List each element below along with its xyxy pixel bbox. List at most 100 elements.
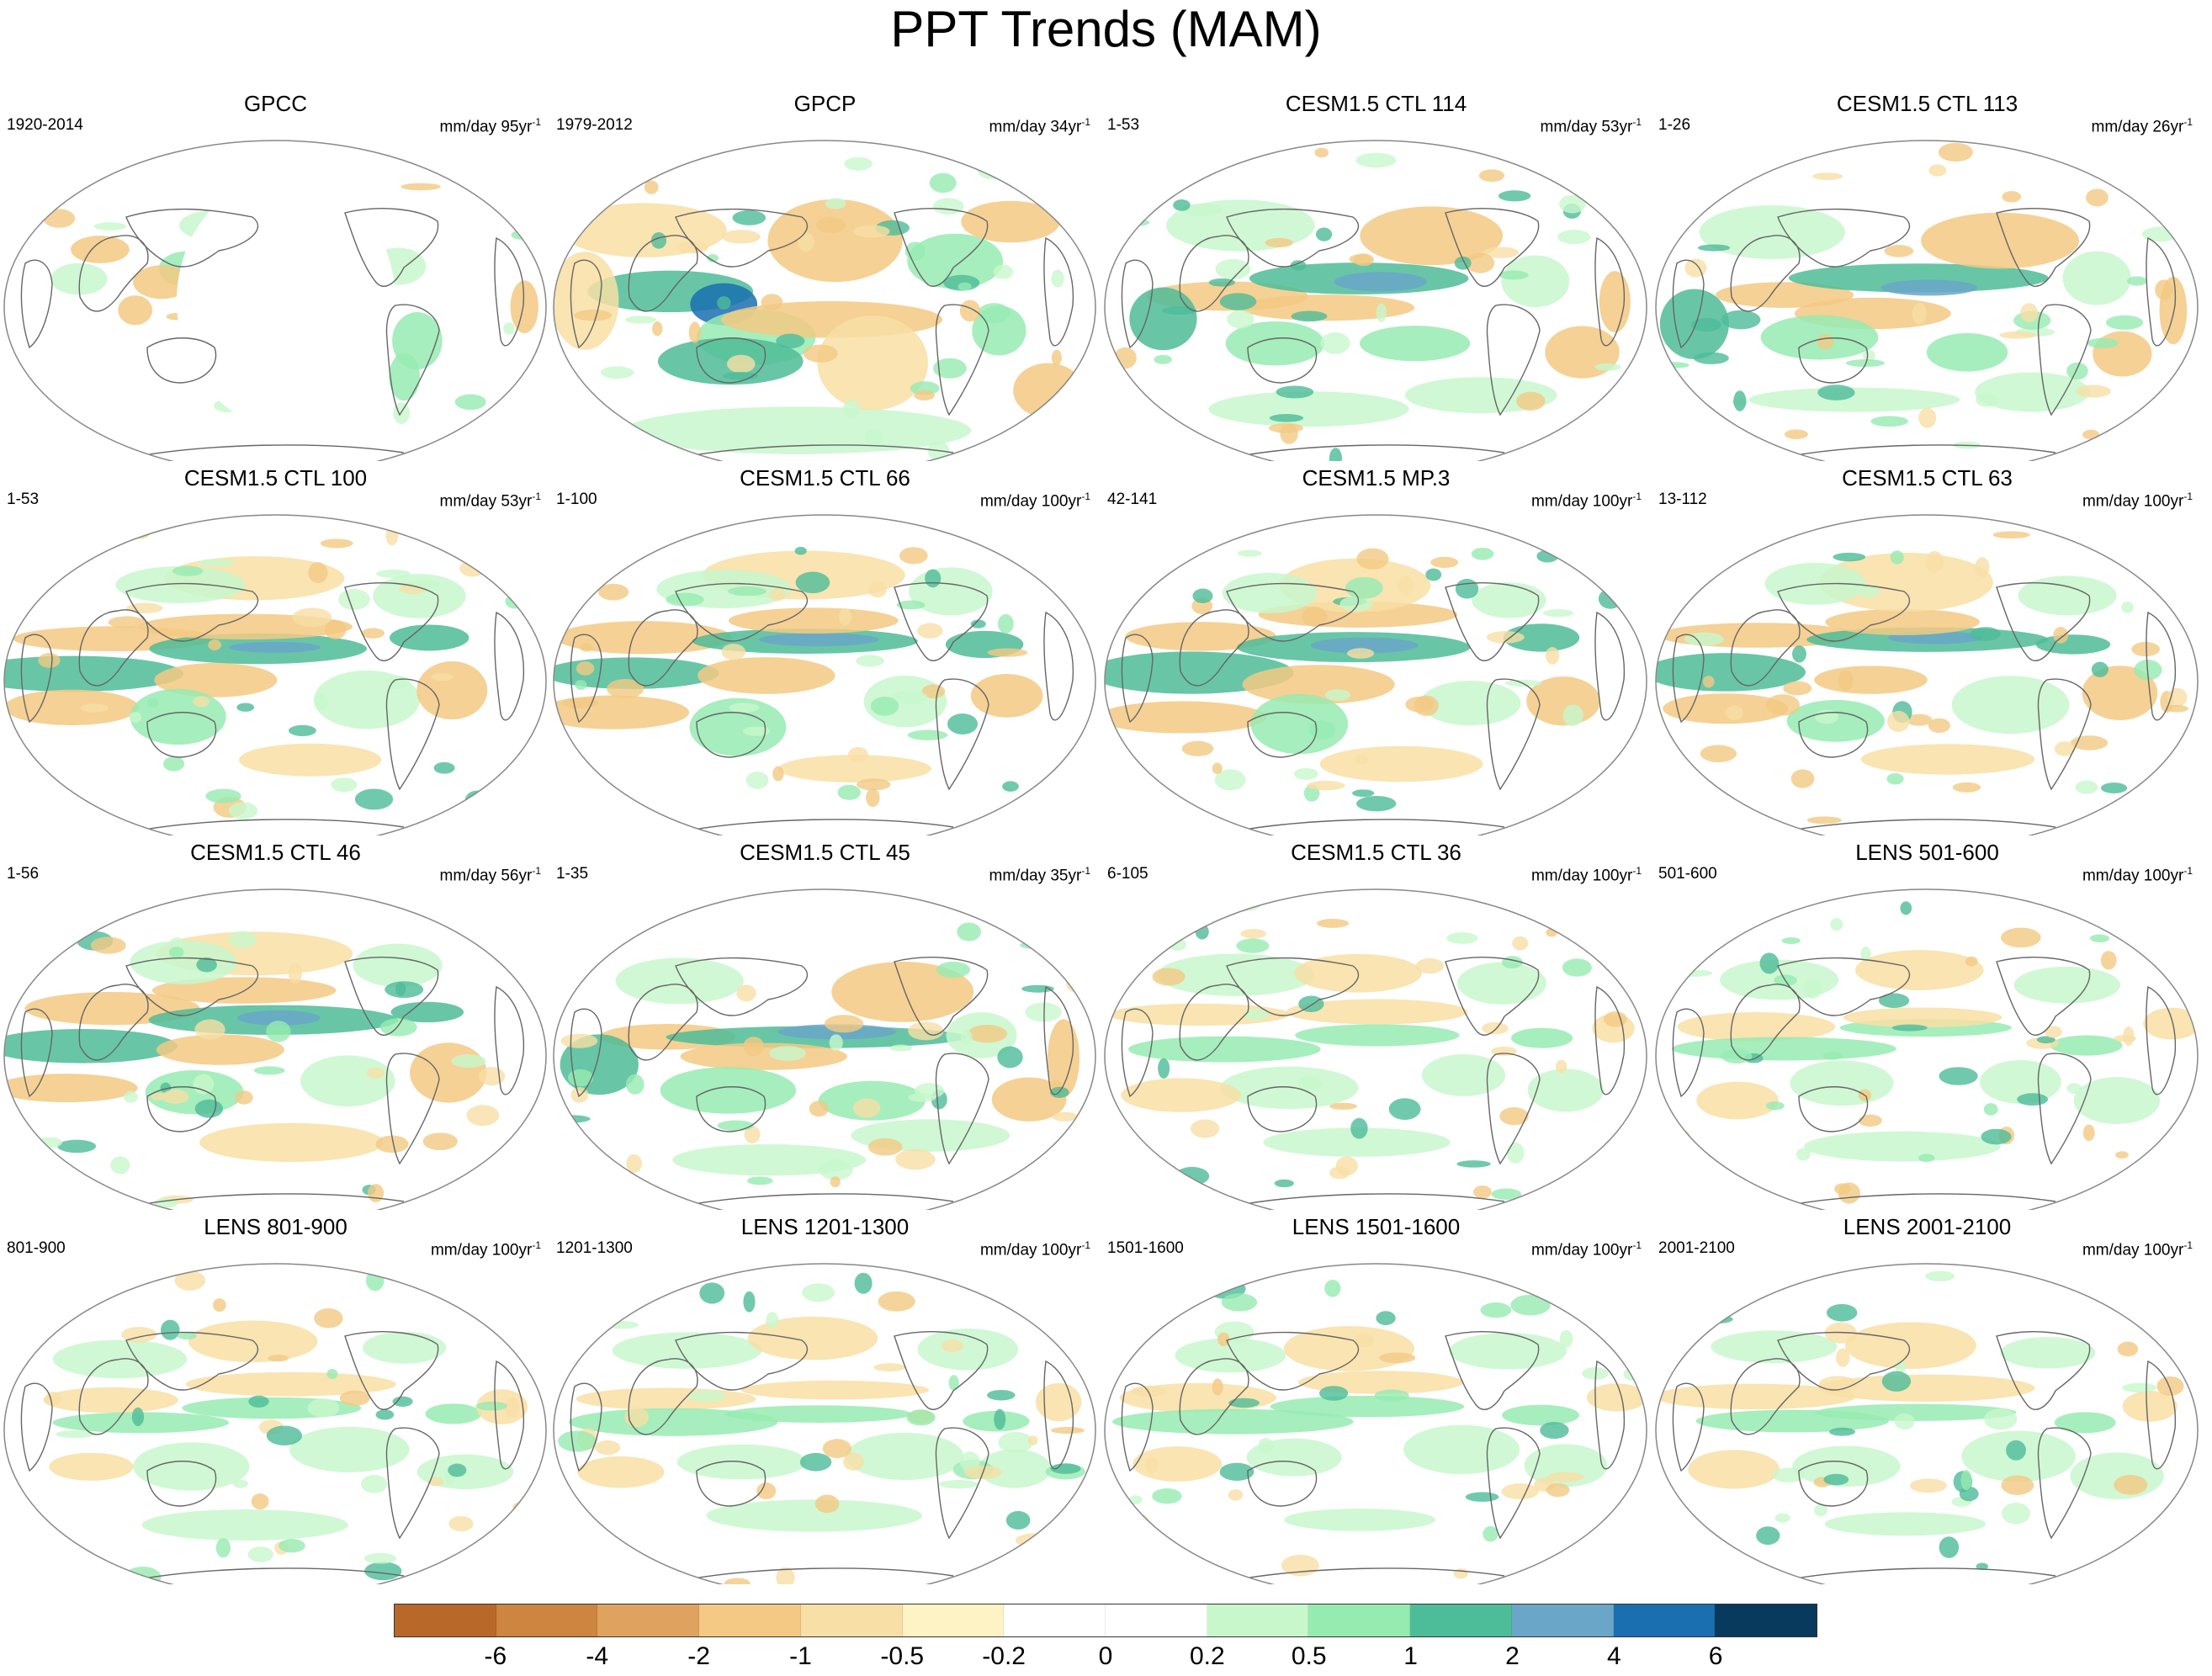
trend-speckle <box>1212 1378 1223 1396</box>
trend-speckle <box>1228 1398 1260 1408</box>
coastline <box>344 208 439 287</box>
trend-speckle <box>1546 1472 1584 1482</box>
trend-speckle <box>772 766 784 782</box>
trend-speckle <box>215 1538 231 1558</box>
coastline <box>1486 304 1541 416</box>
trend-speckle <box>2020 303 2038 323</box>
trend-blob <box>970 674 1043 718</box>
trend-speckle <box>856 778 891 791</box>
trend-speckle <box>824 1015 864 1033</box>
coastline <box>1179 609 1249 687</box>
trend-speckle <box>1347 648 1375 659</box>
trend-speckle <box>957 922 981 941</box>
trend-speckle <box>1215 258 1251 280</box>
coastline <box>1785 819 2056 832</box>
trend-blob <box>2013 966 2120 1004</box>
trend-blob <box>4 1028 178 1063</box>
coastline <box>1672 634 1705 724</box>
trend-blob <box>115 566 246 603</box>
trend-blob <box>1815 1403 2017 1421</box>
panel-period: 1201-1300 <box>556 1239 633 1257</box>
trend-speckle <box>1833 552 1866 562</box>
colorbar-labels: -6 -4 -2 -1 -0.5 -0.2 0 0.2 0.5 1 2 4 6 <box>0 1642 2212 1676</box>
trend-blob <box>1359 326 1471 362</box>
trend-speckle <box>1376 1311 1396 1326</box>
panel-units: mm/day 100yr-1 <box>979 1239 1090 1260</box>
trend-speckle <box>1981 1128 2012 1145</box>
trend-blob <box>1035 1382 1082 1422</box>
trend-speckle <box>1684 632 1724 646</box>
trend-speckle <box>1976 1562 1989 1571</box>
trend-speckle <box>193 696 210 708</box>
trend-speckle <box>422 1132 458 1151</box>
coastline <box>894 957 989 1036</box>
trend-speckle <box>1152 968 1186 986</box>
trend-speckle <box>2121 601 2134 613</box>
trend-speckle <box>2136 1575 2169 1584</box>
coastline <box>146 1461 217 1507</box>
trend-speckle <box>873 1363 905 1371</box>
trend-speckle <box>1700 745 1737 763</box>
trend-blob <box>728 607 899 634</box>
trend-blob <box>758 633 879 647</box>
coastline <box>385 1427 440 1540</box>
trend-blob <box>1921 212 2080 269</box>
trend-speckle <box>933 358 967 379</box>
trend-speckle <box>2086 188 2109 207</box>
trend-speckle <box>925 569 942 588</box>
trend-blob <box>1790 1060 1894 1106</box>
trend-speckle <box>2082 1124 2095 1142</box>
trend-blob <box>300 1055 395 1107</box>
trend-blob <box>1792 1445 1901 1487</box>
trend-speckle <box>1307 781 1345 791</box>
trend-speckle <box>706 253 719 263</box>
trend-blob <box>1048 1019 1080 1098</box>
trend-speckle <box>1290 260 1307 271</box>
trend-speckle <box>1219 293 1257 310</box>
trend-blob <box>1975 372 2090 412</box>
trend-speckle <box>1181 203 1223 216</box>
trend-speckle <box>1701 911 1739 933</box>
colorbar-label: -2 <box>687 1642 710 1670</box>
trend-speckle <box>268 1355 289 1362</box>
coastline <box>2037 304 2092 416</box>
world-map <box>1104 140 1647 461</box>
trend-speckle <box>1855 584 1880 598</box>
trend-speckle <box>1712 530 1728 543</box>
trend-speckle <box>1217 1332 1230 1347</box>
trend-speckle <box>1175 1166 1210 1185</box>
trend-speckle <box>1587 427 1615 443</box>
trend-speckle <box>1265 237 1293 248</box>
panel-units: mm/day 100yr-1 <box>2082 865 2193 885</box>
trend-speckle <box>1721 1048 1753 1064</box>
trend-blob <box>1360 206 1504 266</box>
trend-blob <box>1242 665 1395 704</box>
trend-speckle <box>1676 188 1702 205</box>
panel-period: 1-53 <box>7 491 40 508</box>
trend-speckle <box>732 210 767 225</box>
trend-speckle <box>338 588 370 610</box>
trend-speckle <box>1221 1293 1258 1312</box>
trend-speckle <box>489 903 526 926</box>
panel-period: 1-26 <box>1658 116 1691 134</box>
trend-speckle <box>1181 740 1214 756</box>
trend-blob <box>1109 1003 1290 1026</box>
map-panel: CESM1.5 CTL 36 6-105 mm/day 100yr-1 <box>1101 840 1652 1210</box>
trend-speckle <box>1702 676 1715 688</box>
trend-speckle <box>1790 769 1815 788</box>
trend-speckle <box>995 809 1016 823</box>
trend-speckle <box>10 976 24 996</box>
trend-speckle <box>1291 310 1328 322</box>
colorbar-label: -0.5 <box>880 1642 925 1670</box>
panel-period: 1920-2014 <box>7 116 83 134</box>
coastline <box>146 712 217 758</box>
coastline <box>1594 1360 1626 1470</box>
trend-speckle <box>208 639 221 650</box>
trend-speckle <box>662 1204 703 1210</box>
trend-blob <box>1420 681 1521 726</box>
trend-speckle <box>45 1392 62 1406</box>
trend-speckle <box>1540 1422 1569 1440</box>
trend-speckle <box>815 217 846 233</box>
trend-speckle <box>1890 550 1904 565</box>
trend-speckle <box>2017 1093 2049 1106</box>
